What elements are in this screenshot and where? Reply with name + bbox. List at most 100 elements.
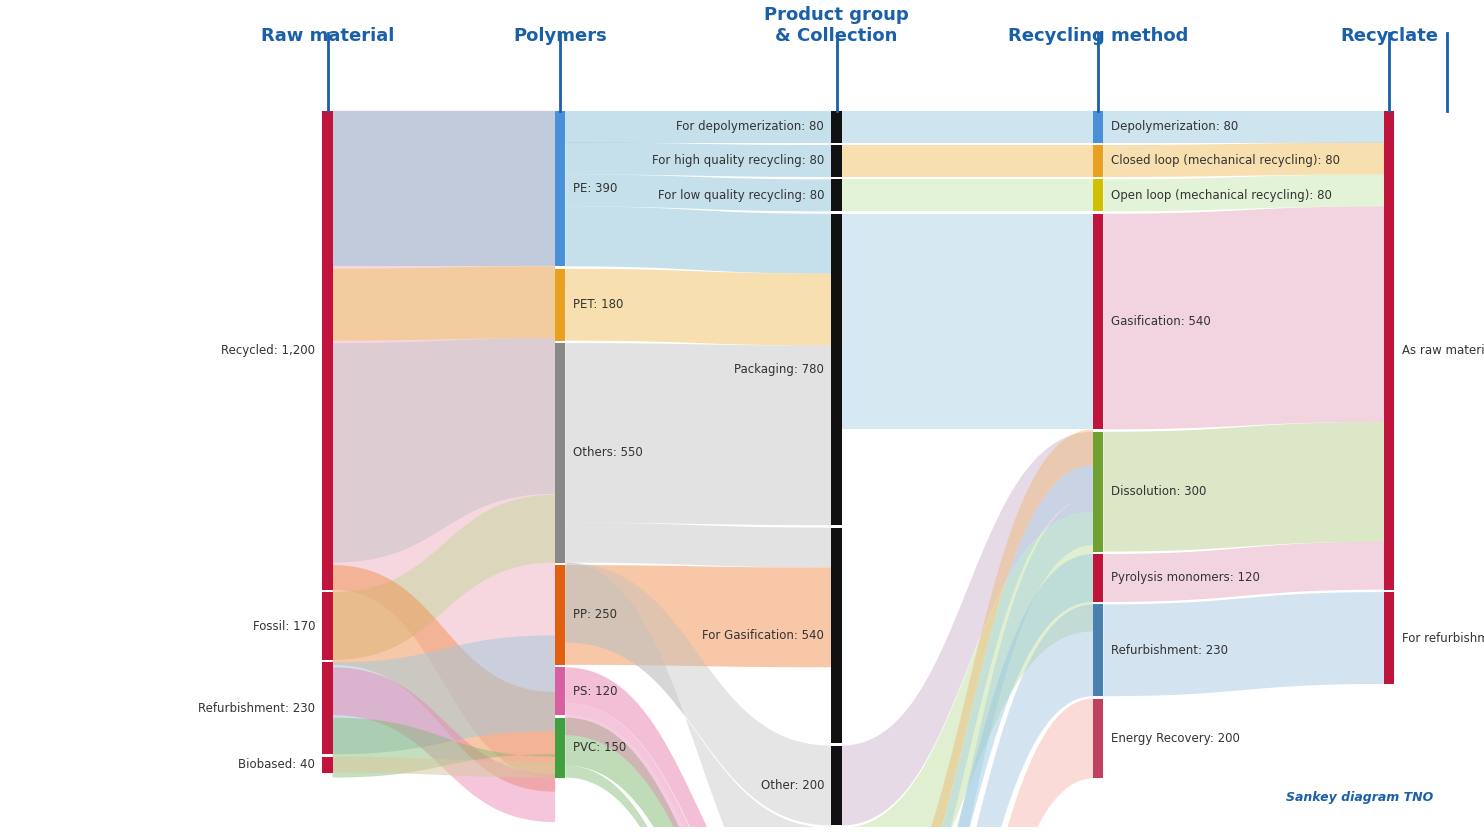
- Bar: [831, 828, 841, 835]
- Polygon shape: [332, 635, 555, 754]
- Bar: [831, 145, 841, 177]
- Polygon shape: [565, 563, 831, 826]
- Text: PVC: 150: PVC: 150: [573, 741, 626, 754]
- Polygon shape: [565, 716, 831, 835]
- Bar: [1385, 111, 1395, 590]
- Bar: [555, 269, 565, 341]
- Polygon shape: [841, 512, 1094, 835]
- Polygon shape: [565, 523, 831, 568]
- Polygon shape: [332, 495, 555, 660]
- Bar: [831, 214, 841, 525]
- Text: Others: 550: Others: 550: [573, 447, 643, 459]
- Polygon shape: [565, 703, 831, 835]
- Text: Closed loop (mechanical recycling): 80: Closed loop (mechanical recycling): 80: [1110, 154, 1340, 168]
- Bar: [322, 757, 332, 772]
- Polygon shape: [1104, 542, 1385, 602]
- Polygon shape: [841, 432, 1094, 826]
- Polygon shape: [332, 717, 555, 777]
- Bar: [555, 565, 565, 665]
- Polygon shape: [1104, 110, 1385, 143]
- Text: Dissolution: 300: Dissolution: 300: [1110, 485, 1206, 498]
- Text: For Gasification: 540: For Gasification: 540: [702, 629, 824, 642]
- Bar: [555, 343, 565, 563]
- Text: PS: 120: PS: 120: [573, 685, 617, 698]
- Polygon shape: [332, 667, 555, 822]
- Polygon shape: [332, 266, 555, 341]
- Polygon shape: [841, 110, 1094, 143]
- Bar: [831, 110, 841, 143]
- Bar: [1385, 592, 1395, 684]
- Polygon shape: [841, 497, 1094, 835]
- Polygon shape: [332, 110, 555, 777]
- Bar: [555, 111, 565, 266]
- Text: Packaging: 780: Packaging: 780: [735, 363, 824, 376]
- Bar: [1094, 605, 1104, 696]
- Text: Energy Recovery: 200: Energy Recovery: 200: [1110, 732, 1239, 745]
- Polygon shape: [565, 269, 831, 346]
- Polygon shape: [1104, 143, 1385, 177]
- Polygon shape: [565, 717, 831, 835]
- Text: PET: 180: PET: 180: [573, 298, 623, 311]
- Text: Refurbishment: 230: Refurbishment: 230: [199, 701, 315, 715]
- Text: Raw material: Raw material: [261, 28, 395, 45]
- Text: For high quality recycling: 80: For high quality recycling: 80: [651, 154, 824, 168]
- Bar: [322, 111, 332, 590]
- Polygon shape: [565, 143, 831, 177]
- Text: Refurbishment: 230: Refurbishment: 230: [1110, 644, 1227, 657]
- Text: Product group
& Collection: Product group & Collection: [764, 7, 908, 45]
- Text: Sankey diagram TNO: Sankey diagram TNO: [1285, 791, 1434, 804]
- Bar: [831, 180, 841, 211]
- Polygon shape: [565, 563, 831, 835]
- Polygon shape: [1104, 206, 1385, 429]
- Text: Pyrolysis monomers: 120: Pyrolysis monomers: 120: [1110, 571, 1260, 584]
- Bar: [1094, 699, 1104, 778]
- Polygon shape: [565, 175, 831, 211]
- Bar: [1094, 110, 1104, 143]
- Bar: [1094, 214, 1104, 429]
- Text: Recycled: 1,200: Recycled: 1,200: [221, 344, 315, 357]
- Text: Biobased: 40: Biobased: 40: [239, 758, 315, 772]
- Polygon shape: [332, 338, 555, 563]
- Polygon shape: [565, 667, 831, 835]
- Polygon shape: [565, 206, 831, 274]
- Polygon shape: [841, 180, 1094, 211]
- Bar: [555, 667, 565, 716]
- Bar: [831, 528, 841, 743]
- Polygon shape: [841, 214, 1094, 429]
- Polygon shape: [841, 429, 1094, 835]
- Polygon shape: [332, 757, 555, 777]
- Polygon shape: [1104, 422, 1385, 552]
- Bar: [831, 746, 841, 826]
- Bar: [322, 592, 332, 660]
- Bar: [1094, 145, 1104, 177]
- Text: Open loop (mechanical recycling): 80: Open loop (mechanical recycling): 80: [1110, 189, 1331, 202]
- Polygon shape: [841, 145, 1094, 177]
- Polygon shape: [1104, 175, 1385, 211]
- Text: Recycling method: Recycling method: [1008, 28, 1189, 45]
- Text: Depolymerization: 80: Depolymerization: 80: [1110, 120, 1238, 133]
- Bar: [555, 717, 565, 777]
- Polygon shape: [841, 554, 1094, 835]
- Polygon shape: [565, 565, 831, 667]
- Text: Recyclate: Recyclate: [1340, 28, 1438, 45]
- Text: PP: 250: PP: 250: [573, 609, 616, 621]
- Text: PE: 390: PE: 390: [573, 182, 617, 195]
- Text: Polymers: Polymers: [513, 28, 607, 45]
- Polygon shape: [841, 465, 1094, 835]
- Bar: [1094, 554, 1104, 602]
- Polygon shape: [565, 110, 831, 143]
- Polygon shape: [332, 565, 555, 792]
- Bar: [1094, 432, 1104, 552]
- Polygon shape: [565, 343, 831, 525]
- Text: Fossil: 170: Fossil: 170: [252, 620, 315, 633]
- Polygon shape: [332, 110, 555, 266]
- Bar: [1094, 180, 1104, 211]
- Text: Other: 200: Other: 200: [761, 779, 824, 792]
- Text: For depolymerization: 80: For depolymerization: 80: [677, 120, 824, 133]
- Polygon shape: [1104, 592, 1385, 696]
- Text: Gasification: 540: Gasification: 540: [1110, 315, 1211, 328]
- Bar: [322, 662, 332, 754]
- Polygon shape: [841, 699, 1094, 835]
- Polygon shape: [565, 766, 831, 835]
- Text: As raw material: 1,200: As raw material: 1,200: [1401, 344, 1484, 357]
